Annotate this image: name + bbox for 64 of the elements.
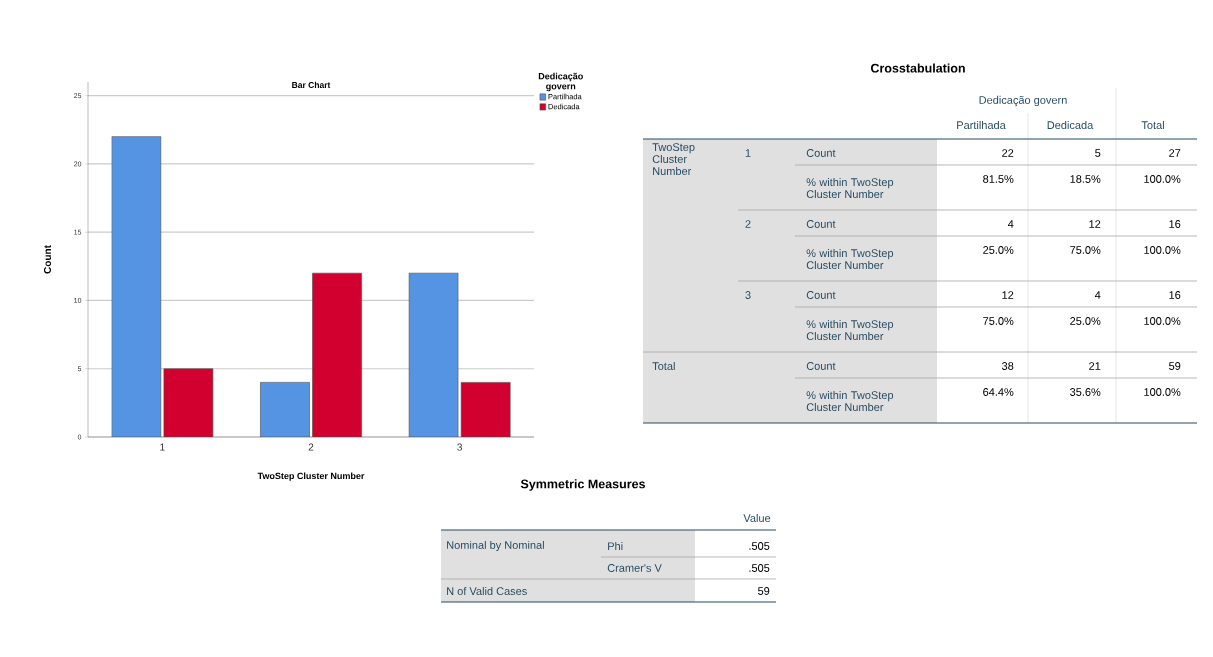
text: .505 — [749, 564, 770, 572]
legend-title: Dedicação govern — [538, 72, 583, 92]
text: Symmetric Measures — [520, 479, 646, 491]
text: 59 — [758, 587, 770, 595]
text: % within TwoStep Cluster Number — [806, 390, 894, 412]
text: Value — [743, 513, 771, 523]
text: Phi — [608, 542, 623, 550]
text: 100.0% — [1144, 388, 1181, 396]
bar — [312, 272, 362, 437]
text: 21 — [1089, 362, 1101, 370]
text: Partilhada — [957, 120, 1006, 130]
text: % within TwoStep Cluster Number — [806, 248, 894, 270]
text: 22 — [1002, 149, 1014, 157]
text: 2 — [745, 220, 751, 228]
text: Nominal by Nominal — [447, 540, 544, 552]
text: 27 — [1169, 149, 1181, 157]
text: Count — [806, 291, 836, 299]
text: 12 — [1089, 220, 1101, 228]
bar — [111, 136, 162, 437]
bar — [260, 382, 310, 437]
text: TwoStep Cluster Number — [652, 143, 695, 175]
text: Count — [806, 149, 836, 157]
text: Total — [1141, 120, 1164, 130]
text: Total — [652, 361, 675, 371]
chart-title: Bar Chart — [292, 81, 331, 88]
text: Count — [806, 220, 836, 228]
x-tick-label: 3 — [457, 443, 463, 451]
text: 64.4% — [983, 388, 1014, 396]
text: N of Valid Cases — [447, 586, 527, 596]
text: 16 — [1169, 220, 1181, 228]
text: Count — [806, 362, 836, 370]
bar — [163, 368, 214, 437]
text: Crosstabulation — [870, 63, 965, 73]
text: 81.5% — [983, 175, 1014, 183]
x-tick-label: 1 — [160, 443, 165, 451]
text: Dedicação govern — [979, 95, 1067, 107]
text: Dedicada — [1047, 120, 1094, 130]
text: Cramer's V — [607, 564, 662, 572]
y-axis-title: Count — [43, 245, 52, 274]
text: 25.0% — [1070, 317, 1101, 325]
text: 18.5% — [1070, 175, 1101, 183]
text: 3 — [745, 291, 751, 299]
bar — [408, 272, 459, 437]
text: 59 — [1169, 362, 1181, 370]
text: % within TwoStep Cluster Number — [806, 319, 894, 341]
text: 100.0% — [1144, 317, 1181, 325]
x-tick-label: 2 — [308, 443, 314, 451]
text: % within TwoStep Cluster Number — [806, 177, 894, 199]
text: 25.0% — [983, 246, 1014, 254]
text: 75.0% — [1070, 246, 1101, 254]
text: .505 — [749, 542, 770, 550]
text: 4 — [1094, 291, 1101, 299]
text: 5 — [1095, 149, 1101, 157]
x-axis-title: TwoStep Cluster Number — [257, 472, 365, 481]
text: 35.6% — [1070, 388, 1101, 396]
text: 100.0% — [1144, 175, 1181, 183]
text: 38 — [1002, 362, 1014, 370]
text: 12 — [1002, 291, 1014, 299]
bar — [460, 382, 511, 437]
text: 4 — [1007, 220, 1014, 228]
text: 100.0% — [1144, 246, 1181, 254]
text: 1 — [745, 149, 751, 157]
text: 75.0% — [983, 317, 1014, 325]
text: 16 — [1169, 291, 1181, 299]
